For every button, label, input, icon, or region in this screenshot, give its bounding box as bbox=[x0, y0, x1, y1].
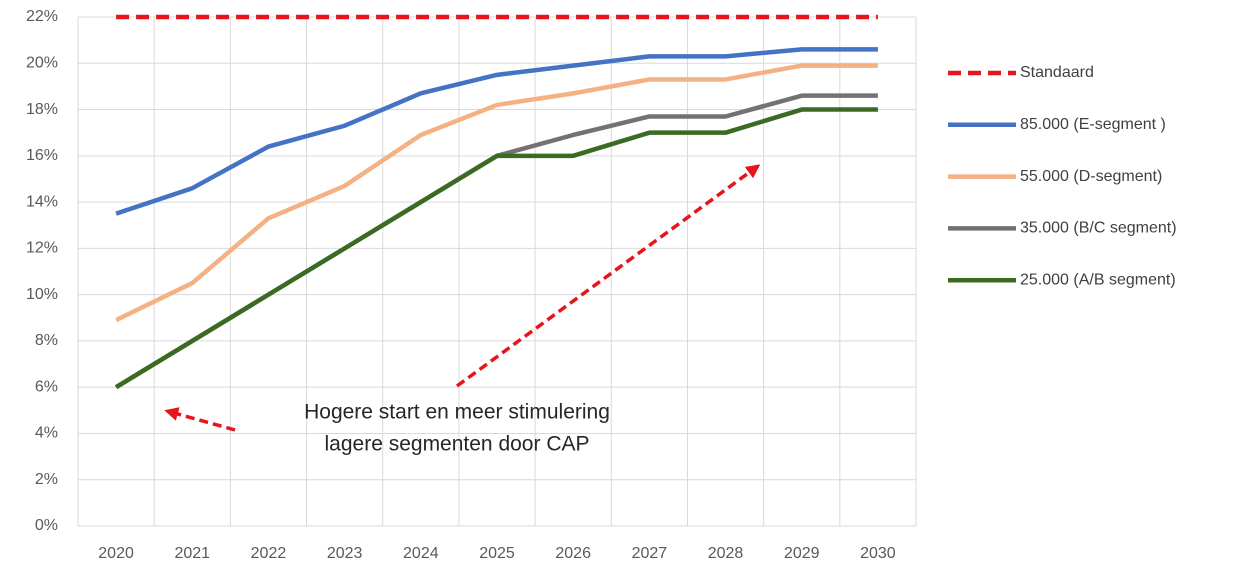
annotation: Hogere start en meer stimulering bbox=[304, 401, 610, 424]
x-tick-label: 2025 bbox=[479, 545, 515, 562]
legend-label: 35.000 (B/C segment) bbox=[1020, 220, 1177, 237]
x-tick-label: 2026 bbox=[555, 545, 591, 562]
y-tick-label: 14% bbox=[26, 193, 58, 210]
x-tick-label: 2030 bbox=[860, 545, 896, 562]
y-tick-label: 6% bbox=[35, 378, 58, 395]
x-tick-label: 2022 bbox=[251, 545, 287, 562]
legend-label: 55.000 (D-segment) bbox=[1020, 168, 1162, 185]
series-line bbox=[115, 63, 878, 323]
annotation-arrow bbox=[455, 164, 761, 388]
y-tick-label: 4% bbox=[35, 425, 58, 442]
x-tick-label: 2020 bbox=[98, 545, 134, 562]
annotation: lagere segmenten door CAP bbox=[325, 433, 590, 456]
y-tick-label: 10% bbox=[26, 286, 58, 303]
annotation-arrow bbox=[164, 407, 236, 432]
y-tick-label: 0% bbox=[35, 517, 58, 534]
x-tick-label: 2023 bbox=[327, 545, 363, 562]
y-tick-label: 2% bbox=[35, 471, 58, 488]
series-line bbox=[115, 47, 878, 216]
y-tick-label: 22% bbox=[26, 8, 58, 25]
legend-label: Standaard bbox=[1020, 64, 1094, 81]
legend-label: 85.000 (E-segment ) bbox=[1020, 116, 1166, 133]
y-tick-label: 18% bbox=[26, 101, 58, 118]
x-tick-label: 2029 bbox=[784, 545, 820, 562]
legend-label: 25.000 (A/B segment) bbox=[1020, 271, 1176, 288]
x-tick-label: 2021 bbox=[174, 545, 210, 562]
y-tick-label: 12% bbox=[26, 240, 58, 257]
x-tick-label: 2028 bbox=[708, 545, 744, 562]
y-tick-label: 16% bbox=[26, 147, 58, 164]
y-tick-label: 20% bbox=[26, 54, 58, 71]
x-tick-label: 2027 bbox=[632, 545, 668, 562]
x-tick-label: 2024 bbox=[403, 545, 439, 562]
series-line bbox=[114, 107, 878, 390]
y-tick-label: 8% bbox=[35, 332, 58, 349]
